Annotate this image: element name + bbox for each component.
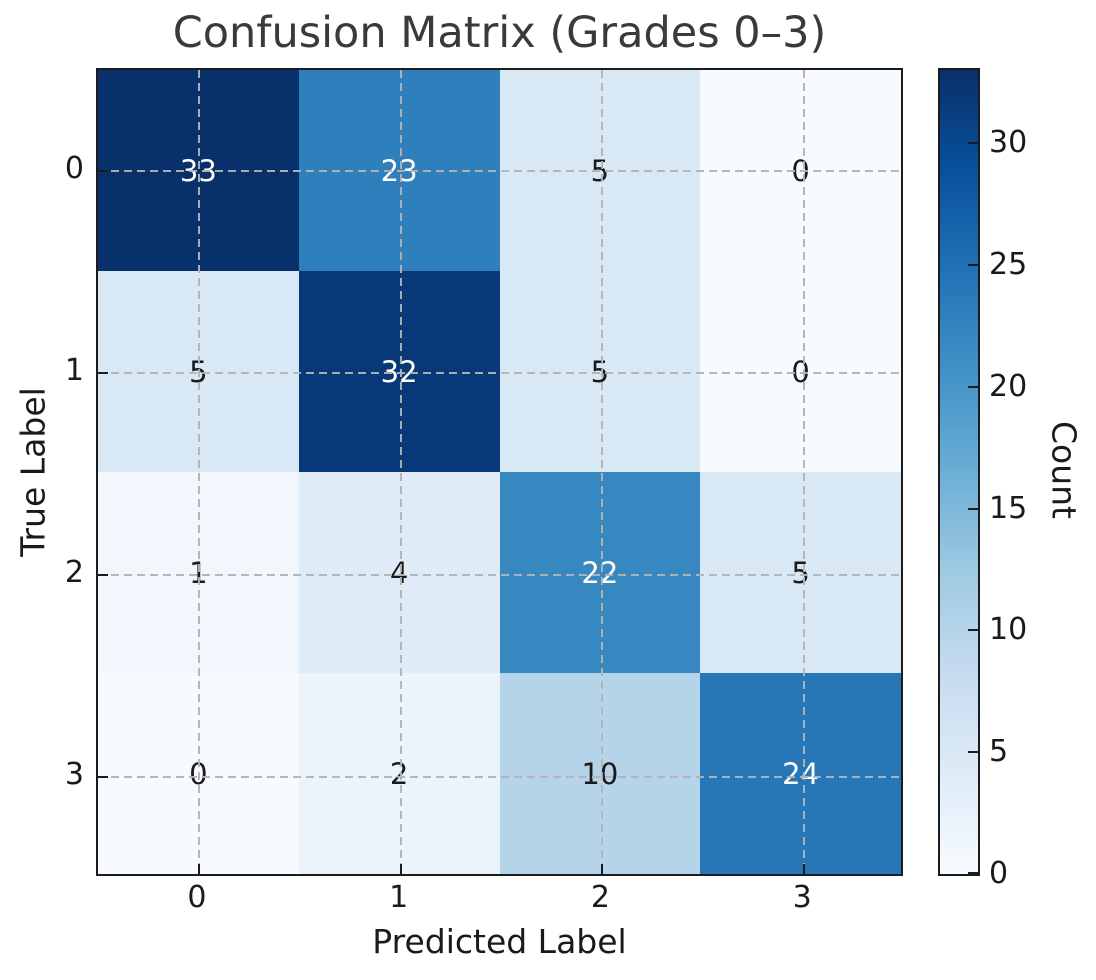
cell-annotation: 0	[791, 354, 810, 389]
heatmap-cell-r3-c2: 10	[499, 673, 701, 874]
x-axis-tick	[601, 864, 604, 874]
colorbar-tick-label: 5	[989, 734, 1009, 770]
cell-annotation: 1	[189, 555, 208, 590]
colorbar-tick	[968, 263, 978, 266]
cell-annotation: 5	[189, 354, 208, 389]
heatmap-cell-r1-c3: 0	[700, 271, 901, 472]
heatmap-cell-r3-c3: 24	[700, 673, 901, 874]
colorbar	[938, 68, 980, 876]
colorbar-tick	[968, 872, 978, 874]
heatmap-cell-r1-c2: 5	[499, 271, 701, 472]
x-axis-tick	[399, 864, 402, 874]
colorbar-label: Count	[1044, 420, 1084, 520]
cell-annotation: 5	[590, 153, 610, 188]
heatmap-cell-r0-c0: 33	[98, 70, 299, 271]
colorbar-tick	[968, 385, 978, 388]
y-tick-label: 2	[64, 555, 84, 590]
heatmap-cells: 33 23 5 0 5 32 5 0 1 4 22 5 0 2 10 24	[98, 70, 901, 874]
cell-annotation: 5	[590, 354, 610, 389]
cell-annotation: 22	[581, 555, 619, 590]
colorbar-tick	[968, 629, 978, 632]
heatmap-plot: 33 23 5 0 5 32 5 0 1 4 22 5 0 2 10 24	[96, 68, 903, 876]
heatmap-cell-r2-c3: 5	[700, 472, 901, 673]
colorbar-tick-label: 25	[989, 246, 1028, 282]
colorbar-tick-label: 15	[989, 490, 1028, 526]
colorbar-tick-label: 20	[989, 368, 1028, 404]
y-tick-label: 1	[64, 353, 84, 388]
heatmap-cell-r2-c1: 4	[298, 472, 500, 673]
heatmap-cell-r2-c2: 22	[499, 472, 701, 673]
heatmap-cell-r1-c1: 32	[298, 271, 500, 472]
cell-annotation: 0	[189, 756, 208, 791]
colorbar-tick-label: 30	[989, 125, 1028, 161]
x-tick-label: 3	[792, 880, 812, 915]
colorbar-tick	[968, 751, 978, 754]
x-axis-tick	[197, 864, 200, 874]
heatmap-cell-r0-c3: 0	[700, 70, 901, 271]
heatmap-cell-r0-c1: 23	[298, 70, 500, 271]
cell-annotation: 0	[791, 153, 810, 188]
cell-annotation: 5	[791, 555, 810, 590]
x-tick-label: 2	[590, 880, 610, 915]
x-tick-label: 0	[187, 880, 207, 915]
colorbar-tick	[968, 507, 978, 510]
y-tick-label: 0	[64, 151, 84, 186]
chart-title: Confusion Matrix (Grades 0–3)	[172, 8, 827, 58]
heatmap-cell-r0-c2: 5	[499, 70, 701, 271]
cell-annotation: 23	[380, 153, 418, 188]
y-axis-tick	[98, 170, 108, 172]
cell-annotation: 2	[389, 756, 409, 791]
y-axis-tick	[98, 372, 108, 374]
y-axis-label: True Label	[13, 387, 53, 557]
y-tick-label: 3	[64, 757, 84, 792]
y-axis-tick	[98, 574, 108, 576]
colorbar-tick-label: 0	[989, 856, 1009, 891]
colorbar-tick	[968, 142, 978, 145]
heatmap-cell-r3-c1: 2	[298, 673, 500, 874]
heatmap-cell-r1-c0: 5	[98, 271, 299, 472]
cell-annotation: 10	[581, 756, 619, 791]
colorbar-tick-label: 10	[989, 612, 1028, 648]
cell-annotation: 33	[179, 153, 217, 188]
x-tick-label: 1	[389, 880, 409, 915]
x-axis-tick	[803, 864, 806, 874]
heatmap-cell-r3-c0: 0	[98, 673, 299, 874]
y-axis-tick	[98, 776, 108, 778]
cell-annotation: 24	[782, 756, 820, 791]
cell-annotation: 32	[380, 354, 418, 389]
heatmap-cell-r2-c0: 1	[98, 472, 299, 673]
x-axis-label: Predicted Label	[372, 922, 627, 961]
cell-annotation: 4	[389, 555, 409, 590]
